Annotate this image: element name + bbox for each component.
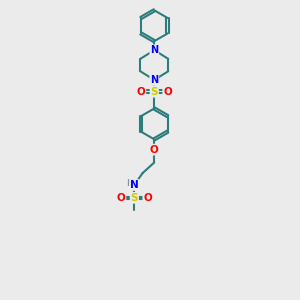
Text: O: O <box>163 87 172 97</box>
Text: O: O <box>117 193 125 203</box>
Text: H: H <box>126 179 134 188</box>
Text: O: O <box>143 193 152 203</box>
Text: S: S <box>130 193 138 203</box>
Text: O: O <box>150 145 159 154</box>
Text: N: N <box>130 180 139 190</box>
Text: O: O <box>136 87 146 97</box>
Text: S: S <box>151 87 158 97</box>
Text: N: N <box>150 45 158 55</box>
Text: N: N <box>150 75 158 85</box>
